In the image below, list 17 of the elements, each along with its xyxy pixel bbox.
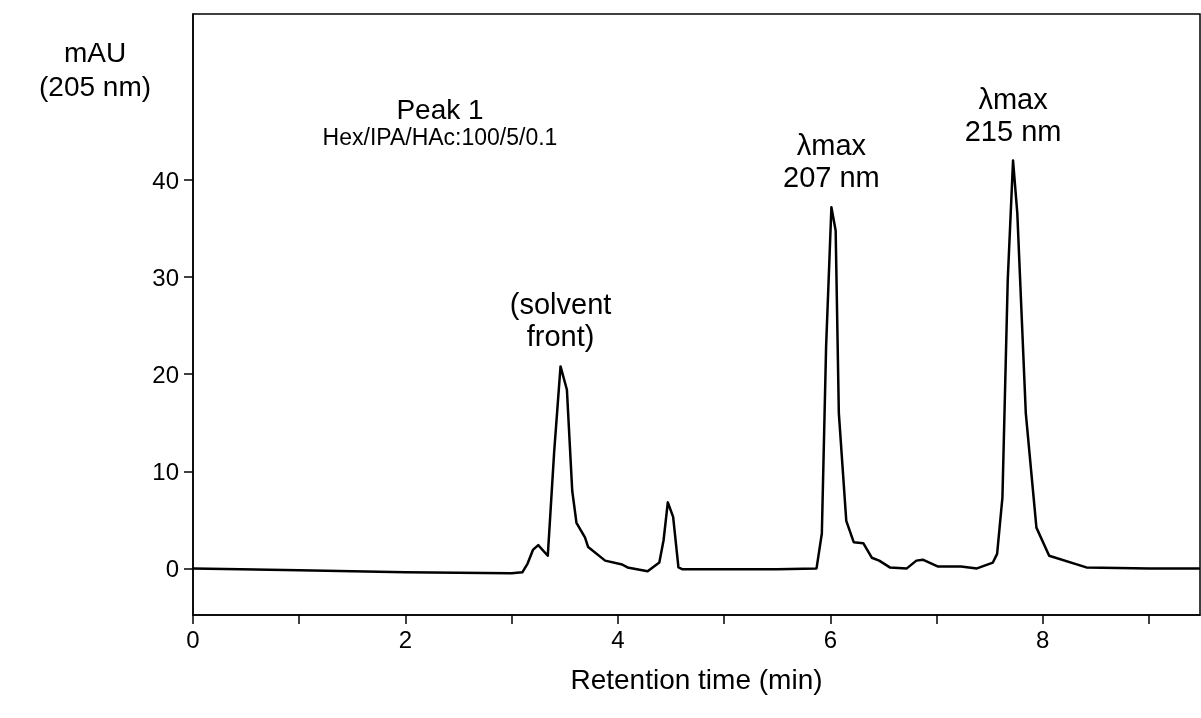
x-tick-label: 4 [611,625,625,653]
x-axis-title: Retention time (min) [570,663,823,695]
x-tick-label: 0 [186,625,200,653]
y-axis-title: mAU (205 nm) [38,36,152,102]
y-tick-label: 40 [152,166,179,194]
annotation: λmax 215 nm [964,82,1062,147]
annotation: λmax 207 nm [783,129,880,194]
y-tick-label: 30 [152,263,179,291]
x-tick-label: 2 [398,625,413,653]
annotation: (solvent front) [509,288,612,353]
y-tick-label: 0 [165,554,179,582]
y-tick-label: 10 [152,457,179,485]
text: Peak 1 [396,93,484,125]
y-tick-label: 20 [152,360,179,388]
x-tick-label: 8 [1036,625,1050,653]
x-tick-label: 6 [823,625,838,653]
text: Hex/IPA/HAc:100/5/0.1 [322,123,558,150]
